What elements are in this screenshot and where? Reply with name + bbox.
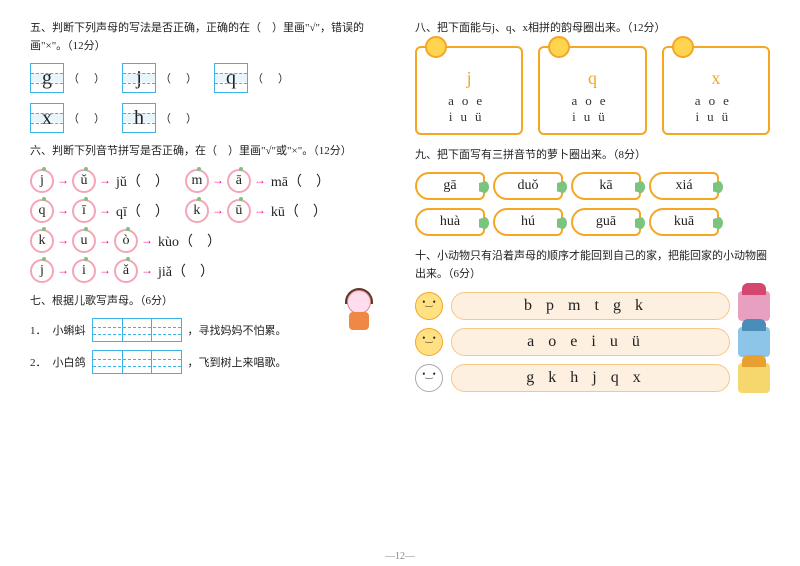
letter-strip: gkhjqx	[451, 364, 730, 392]
write-box	[92, 350, 182, 374]
apple: ā	[227, 169, 251, 193]
apple: k	[30, 229, 54, 253]
result: jǔ（ ）	[116, 171, 169, 191]
animal-icon	[415, 292, 443, 320]
apple: j	[30, 259, 54, 283]
scroll-card: qaoeiuü	[538, 46, 646, 135]
arrow-icon: →	[57, 173, 69, 188]
apple: ò	[114, 229, 138, 253]
carrot: huà	[415, 208, 485, 236]
letter-box: j	[122, 63, 156, 93]
q5-body: g（ ）j（ ）q（ ）x（ ）h（ ）	[30, 63, 385, 133]
paren: （ ）	[160, 70, 199, 86]
q5-item: j（ ）	[122, 63, 199, 93]
q7-title: 七、根据儿歌写声母。（6分）	[30, 293, 385, 311]
arrow-icon: →	[212, 203, 224, 218]
q7-row: 1．小蝌蚪，寻找妈妈不怕累。	[30, 318, 385, 342]
apple: j	[30, 169, 54, 193]
q6-body: j→ǔ→jǔ（ ）m→ā→mā（ ）q→ī→qī（ ）k→ū→kū（ ）k→u→…	[30, 169, 385, 283]
right-column: 八、把下面能与j、q、x相拼的韵母圈出来。（12分） jaoeiuüqaoeiu…	[415, 20, 770, 399]
house-icon	[738, 363, 770, 393]
arrow-icon: →	[99, 203, 111, 218]
arrow-icon: →	[141, 263, 153, 278]
result: kū（ ）	[271, 201, 327, 221]
apple: q	[30, 199, 54, 223]
sun-icon	[425, 36, 447, 58]
carrot: xiá	[649, 172, 719, 200]
carrot: guā	[571, 208, 641, 236]
q9-title: 九、把下面写有三拼音节的萝卜圈出来。（8分）	[415, 147, 770, 165]
q6-title: 六、判断下列音节拼写是否正确，在（ ）里画"√"或"×"。（12分）	[30, 143, 385, 161]
arrow-icon: →	[141, 233, 153, 248]
q10-row: aoeiuü	[415, 327, 770, 357]
sun-icon	[548, 36, 570, 58]
letter-strip: bpmtgk	[451, 292, 730, 320]
paren: （ ）	[252, 70, 291, 86]
page-number: —12—	[0, 551, 800, 562]
q10-body: bpmtgk aoeiuü gkhjqx	[415, 291, 770, 393]
arrow-icon: →	[57, 263, 69, 278]
q10-row: bpmtgk	[415, 291, 770, 321]
q5-item: x（ ）	[30, 103, 107, 133]
arrow-icon: →	[212, 173, 224, 188]
arrow-icon: →	[99, 263, 111, 278]
letter-box: g	[30, 63, 64, 93]
result: kùo（ ）	[158, 231, 221, 251]
sun-icon	[672, 36, 694, 58]
apple: m	[185, 169, 209, 193]
apple: k	[185, 199, 209, 223]
apple: u	[72, 229, 96, 253]
arrow-icon: →	[57, 233, 69, 248]
apple: ū	[227, 199, 251, 223]
girl-illustration	[335, 290, 385, 340]
q5-item: h（ ）	[122, 103, 199, 133]
carrot: duǒ	[493, 172, 563, 200]
house-icon	[738, 291, 770, 321]
apple: ī	[72, 199, 96, 223]
q5-item: g（ ）	[30, 63, 107, 93]
animal-icon	[415, 328, 443, 356]
q9-grid: gāduǒkāxiá huàhúguākuā	[415, 172, 770, 236]
animal-icon	[415, 364, 443, 392]
arrow-icon: →	[57, 203, 69, 218]
carrot: kuā	[649, 208, 719, 236]
carrot: gā	[415, 172, 485, 200]
q10-title: 十、小动物只有沿着声母的顺序才能回到自己的家，把能回家的小动物圈出来。（6分）	[415, 248, 770, 283]
arrow-icon: →	[99, 233, 111, 248]
paren: （ ）	[68, 70, 107, 86]
apple: ǎ	[114, 259, 138, 283]
letter-strip: aoeiuü	[451, 328, 730, 356]
house-icon	[738, 327, 770, 357]
letter-box: x	[30, 103, 64, 133]
scroll-card: xaoeiuü	[662, 46, 770, 135]
letter-box: q	[214, 63, 248, 93]
arrow-icon: →	[99, 173, 111, 188]
q8-title: 八、把下面能与j、q、x相拼的韵母圈出来。（12分）	[415, 20, 770, 38]
arrow-icon: →	[254, 203, 266, 218]
q7-row: 2．小白鸽，飞到树上来唱歌。	[30, 350, 385, 374]
left-column: 五、判断下列声母的写法是否正确，正确的在（ ）里画"√"，错误的画"×"。（12…	[30, 20, 385, 399]
result: mā（ ）	[271, 171, 330, 191]
q10-row: gkhjqx	[415, 363, 770, 393]
result: jiǎ（ ）	[158, 261, 214, 281]
write-box	[92, 318, 182, 342]
carrot: hú	[493, 208, 563, 236]
apple: i	[72, 259, 96, 283]
paren: （ ）	[68, 110, 107, 126]
q5-title: 五、判断下列声母的写法是否正确，正确的在（ ）里画"√"，错误的画"×"。（12…	[30, 20, 385, 55]
q7-body: 1．小蝌蚪，寻找妈妈不怕累。 2．小白鸽，飞到树上来唱歌。	[30, 318, 385, 374]
result: qī（ ）	[116, 201, 169, 221]
scroll-card: jaoeiuü	[415, 46, 523, 135]
carrot: kā	[571, 172, 641, 200]
letter-box: h	[122, 103, 156, 133]
q8-cards: jaoeiuüqaoeiuüxaoeiuü	[415, 46, 770, 135]
arrow-icon: →	[254, 173, 266, 188]
apple: ǔ	[72, 169, 96, 193]
q5-item: q（ ）	[214, 63, 291, 93]
paren: （ ）	[160, 110, 199, 126]
